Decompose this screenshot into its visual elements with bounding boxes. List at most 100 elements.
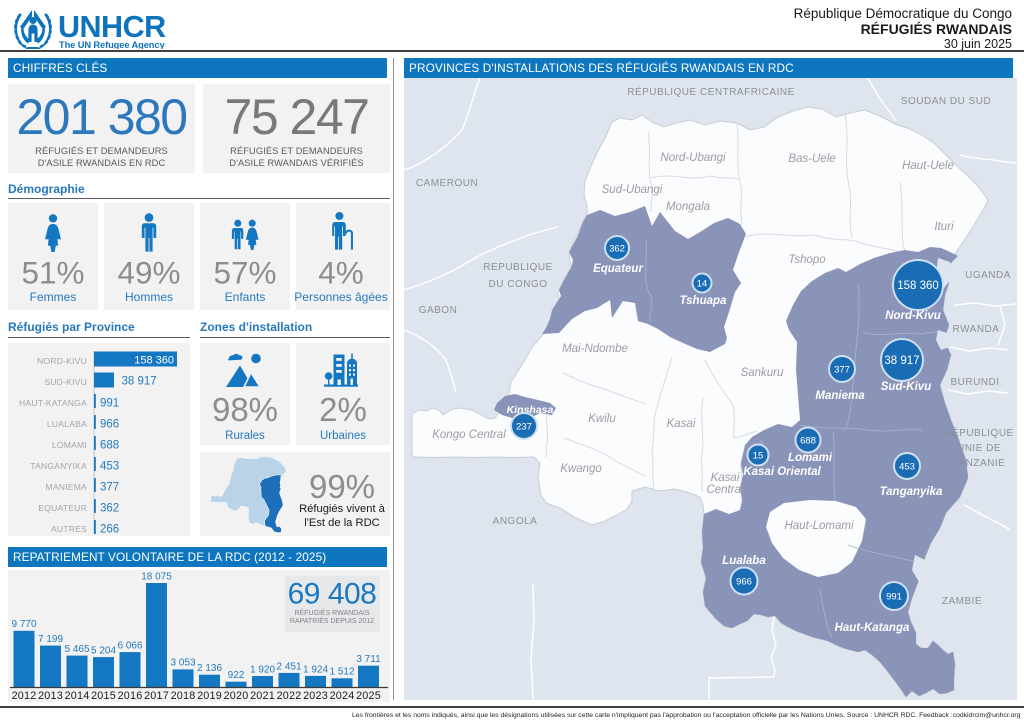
svg-text:1 920: 1 920 [250, 665, 275, 676]
svg-text:Enfants: Enfants [225, 290, 266, 304]
svg-text:2016: 2016 [118, 690, 143, 702]
svg-text:57%: 57% [213, 255, 276, 291]
svg-text:98%: 98% [212, 391, 278, 428]
svg-text:14: 14 [697, 279, 708, 290]
svg-text:Lomami: Lomami [788, 452, 833, 464]
svg-text:4%: 4% [318, 255, 364, 291]
svg-text:RÉFUGIÉS RWANDAIS: RÉFUGIÉS RWANDAIS [294, 608, 369, 617]
svg-text:2021: 2021 [250, 690, 275, 702]
svg-text:1 512: 1 512 [329, 667, 354, 678]
svg-text:2013: 2013 [38, 690, 63, 702]
svg-text:ZAMBIE: ZAMBIE [942, 596, 982, 607]
svg-text:5 465: 5 465 [64, 644, 89, 655]
svg-text:Nord-Ubangi: Nord-Ubangi [660, 152, 726, 164]
svg-text:Urbaines: Urbaines [320, 430, 366, 442]
svg-text:266: 266 [100, 524, 119, 536]
svg-text:UNIE DE: UNIE DE [957, 443, 1001, 454]
svg-text:49%: 49% [117, 255, 180, 291]
svg-text:LUALABA: LUALABA [47, 419, 87, 429]
svg-text:453: 453 [899, 462, 915, 473]
svg-text:Personnes âgées: Personnes âgées [294, 290, 387, 304]
svg-text:Haut-Uele: Haut-Uele [902, 160, 954, 172]
svg-text:2 451: 2 451 [276, 662, 301, 673]
svg-text:MANIEMA: MANIEMA [45, 482, 87, 492]
svg-text:Mongala: Mongala [666, 201, 710, 213]
svg-text:3 711: 3 711 [356, 654, 381, 665]
svg-text:Hommes: Hommes [125, 290, 173, 304]
svg-text:RÉPUBLIQUE: RÉPUBLIQUE [944, 426, 1013, 439]
svg-text:2%: 2% [319, 391, 367, 428]
svg-text:TANGANYIKA: TANGANYIKA [30, 461, 87, 471]
svg-text:2015: 2015 [91, 690, 116, 702]
svg-text:SUD-KIVU: SUD-KIVU [44, 377, 87, 387]
svg-text:2020: 2020 [224, 690, 249, 702]
svg-text:Haut-Katanga: Haut-Katanga [835, 622, 910, 634]
svg-text:EQUATEUR: EQUATEUR [38, 503, 87, 513]
svg-text:REPUBLIQUE: REPUBLIQUE [483, 262, 552, 273]
svg-text:966: 966 [736, 577, 752, 588]
svg-text:237: 237 [516, 422, 532, 433]
svg-text:966: 966 [100, 419, 119, 431]
svg-text:l'Est de la RDC: l'Est de la RDC [304, 517, 380, 529]
svg-text:HAUT-KATANGA: HAUT-KATANGA [19, 398, 87, 408]
svg-text:TANZANIE: TANZANIE [953, 458, 1006, 469]
svg-text:Réfugiés vivent à: Réfugiés vivent à [299, 503, 386, 515]
svg-text:Haut-Lomami: Haut-Lomami [784, 520, 853, 532]
svg-text:Sud-Kivu: Sud-Kivu [881, 381, 931, 393]
svg-text:Rurales: Rurales [225, 430, 265, 442]
svg-text:2017: 2017 [144, 690, 169, 702]
svg-text:AUTRES: AUTRES [51, 524, 87, 534]
svg-text:Equateur: Equateur [593, 263, 643, 275]
svg-text:362: 362 [100, 503, 119, 515]
svg-text:2014: 2014 [65, 690, 90, 702]
svg-text:Nord-Kivu: Nord-Kivu [885, 310, 941, 322]
svg-text:99%: 99% [309, 468, 375, 505]
svg-text:Ituri: Ituri [934, 221, 954, 233]
svg-text:362: 362 [609, 244, 625, 255]
svg-text:453: 453 [100, 461, 119, 473]
svg-text:Sud-Ubangi: Sud-Ubangi [602, 184, 663, 196]
svg-text:991: 991 [886, 592, 902, 603]
svg-text:69 408: 69 408 [288, 578, 377, 611]
svg-text:ANGOLA: ANGOLA [493, 516, 538, 527]
svg-text:Kinshasa: Kinshasa [507, 404, 554, 416]
svg-text:6 066: 6 066 [117, 641, 142, 652]
svg-text:Bas-Uele: Bas-Uele [788, 153, 835, 165]
svg-text:Sankuru: Sankuru [741, 367, 784, 379]
svg-text:2 136: 2 136 [197, 663, 222, 674]
svg-text:Kwango: Kwango [560, 463, 602, 475]
svg-text:Kwilu: Kwilu [588, 413, 616, 425]
svg-text:RÉPUBLIQUE CENTRAFRICAINE: RÉPUBLIQUE CENTRAFRICAINE [627, 85, 795, 98]
svg-text:GABON: GABON [419, 305, 458, 316]
svg-text:5 204: 5 204 [91, 646, 116, 657]
svg-text:Maniema: Maniema [815, 390, 865, 402]
svg-text:The UN Refugee Agency: The UN Refugee Agency [59, 40, 165, 49]
svg-text:Kasai: Kasai [711, 472, 740, 484]
svg-text:922: 922 [228, 670, 245, 681]
svg-text:688: 688 [800, 436, 816, 447]
svg-text:3 053: 3 053 [170, 658, 195, 669]
svg-text:9 770: 9 770 [11, 619, 36, 630]
svg-text:991: 991 [100, 398, 119, 410]
svg-text:LOMAMI: LOMAMI [52, 440, 87, 450]
svg-text:2012: 2012 [12, 690, 37, 702]
svg-text:Tshuapa: Tshuapa [680, 295, 727, 307]
svg-text:38 917: 38 917 [884, 355, 919, 367]
svg-text:Tshopo: Tshopo [788, 254, 826, 266]
svg-text:158 360: 158 360 [134, 355, 174, 367]
svg-text:688: 688 [100, 440, 119, 452]
svg-text:Lualaba: Lualaba [722, 555, 766, 567]
svg-text:BURUNDI: BURUNDI [950, 377, 999, 388]
svg-text:2018: 2018 [171, 690, 196, 702]
svg-text:377: 377 [834, 365, 850, 376]
svg-text:15: 15 [753, 451, 764, 462]
svg-text:NORD-KIVU: NORD-KIVU [37, 356, 87, 366]
svg-text:158 360: 158 360 [897, 280, 939, 292]
svg-text:RWANDA: RWANDA [953, 324, 1000, 335]
svg-text:2019: 2019 [197, 690, 222, 702]
svg-text:Femmes: Femmes [30, 290, 77, 304]
svg-text:Tanganyika: Tanganyika [880, 486, 943, 498]
svg-text:UGANDA: UGANDA [965, 270, 1011, 281]
svg-text:Kongo Central: Kongo Central [432, 429, 506, 441]
svg-text:Central: Central [706, 484, 744, 496]
